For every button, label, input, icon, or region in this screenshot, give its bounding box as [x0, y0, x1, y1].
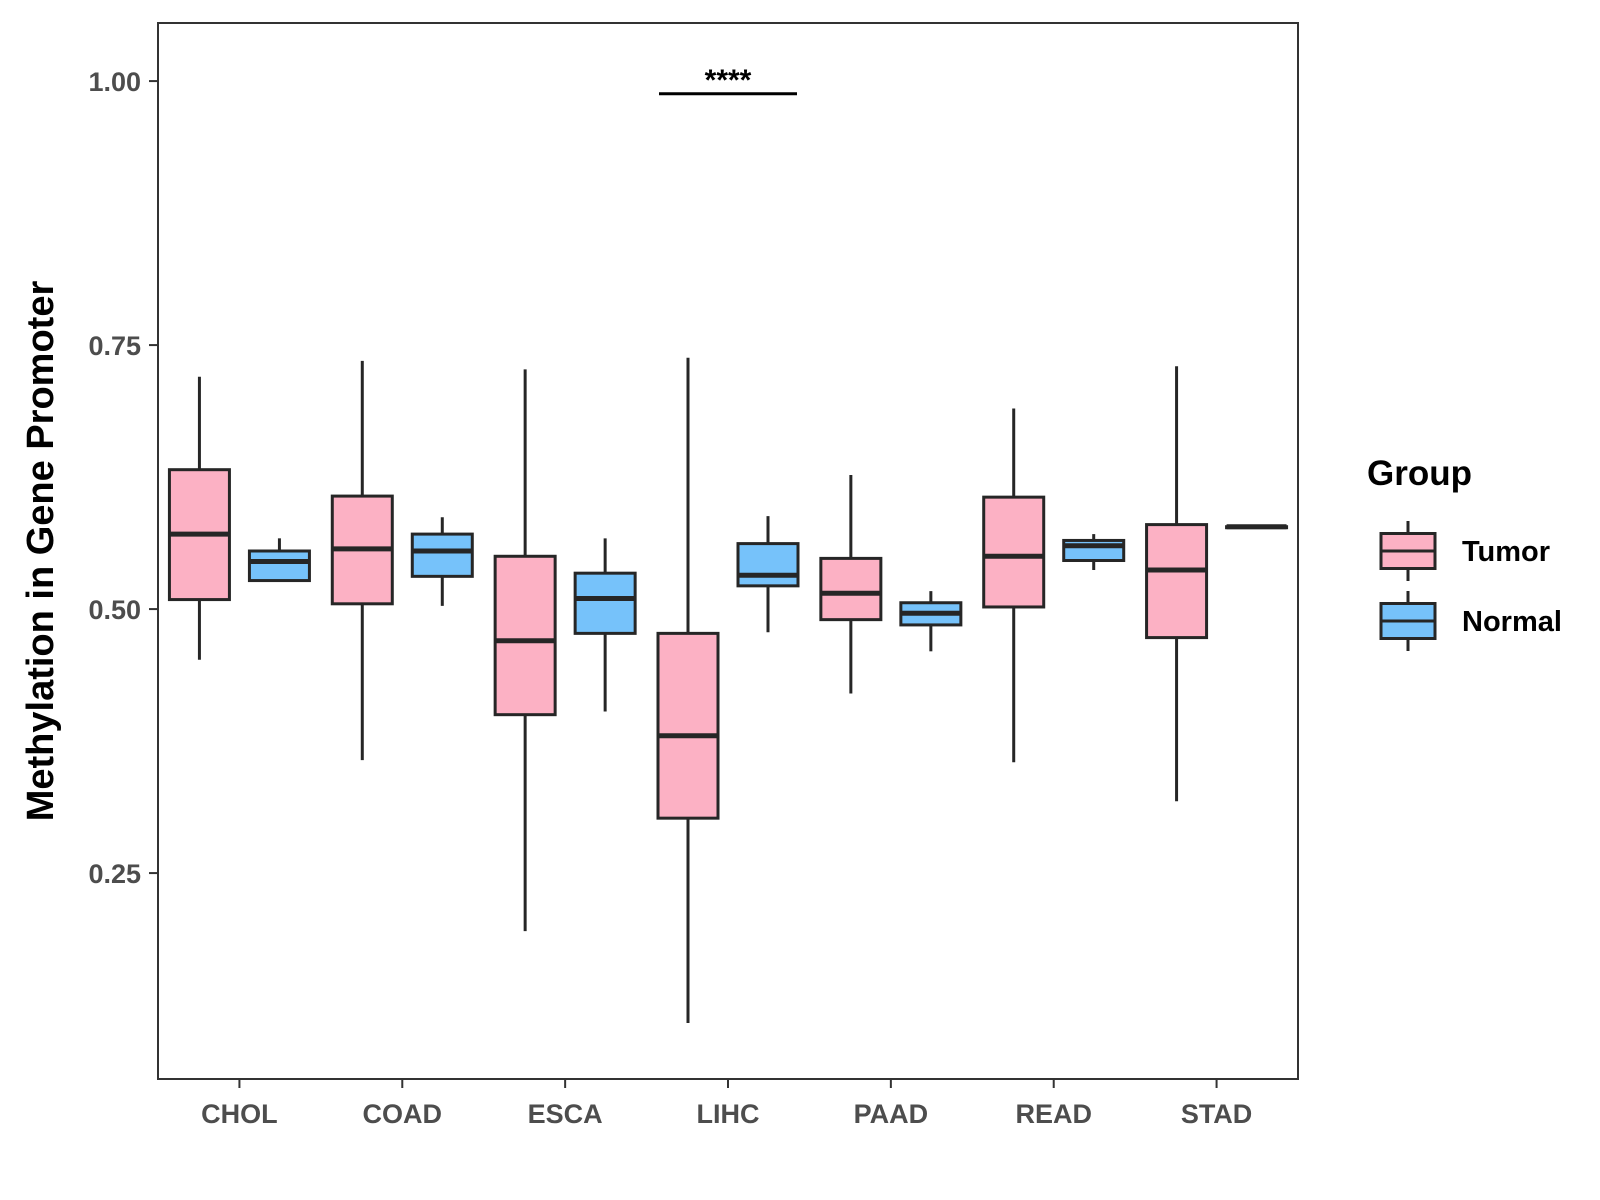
box-body: [410, 532, 474, 578]
legend-entry-tumor: Tumor: [1379, 521, 1550, 581]
x-tick-label: COAD: [363, 1099, 443, 1129]
panel-border: [157, 22, 1299, 1080]
box-tumor-read: [982, 408, 1046, 763]
box-body: [493, 554, 557, 717]
box-tumor-chol: [167, 376, 231, 660]
legend-entry-normal: Normal: [1379, 591, 1562, 651]
x-tick-label: STAD: [1181, 1099, 1253, 1129]
y-tick-label: 0.75: [88, 331, 141, 361]
annotations-layer: ****: [659, 64, 797, 97]
box-tumor-stad: [1145, 366, 1209, 802]
box-normal-coad: [410, 517, 474, 606]
legend: Group Tumor Normal: [1367, 454, 1562, 651]
significance-label: ****: [705, 64, 752, 97]
box-normal-read: [1062, 534, 1126, 571]
box-body: [1145, 523, 1209, 640]
box-tumor-coad: [330, 360, 394, 761]
y-tick-label: 0.25: [88, 859, 141, 889]
y-axis: 0.25 0.50 0.75 1.00: [88, 67, 158, 889]
box-body: [247, 549, 311, 583]
box-normal-esca: [573, 538, 637, 712]
x-tick-label: ESCA: [528, 1099, 603, 1129]
box-body: [656, 631, 720, 820]
box-tumor-paad: [819, 474, 883, 694]
legend-title: Group: [1367, 454, 1472, 493]
boxes-layer: [167, 357, 1289, 1024]
y-axis-title: Methylation in Gene Promoter: [20, 281, 62, 822]
box-body: [573, 571, 637, 635]
y-tick-label: 1.00: [88, 67, 141, 97]
legend-label: Tumor: [1462, 536, 1550, 568]
x-axis: CHOL COAD ESCA LIHC PAAD READ STAD: [201, 1079, 1252, 1129]
x-tick-label: READ: [1015, 1099, 1092, 1129]
box-normal-chol: [247, 538, 311, 583]
x-tick-label: CHOL: [201, 1099, 278, 1129]
y-tick-label: 0.50: [88, 595, 141, 625]
box-body: [819, 556, 883, 622]
x-tick-label: LIHC: [697, 1099, 760, 1129]
box-body: [982, 495, 1046, 609]
legend-label: Normal: [1462, 606, 1562, 638]
box-normal-lihc: [736, 516, 800, 633]
box-tumor-lihc: [656, 357, 720, 1024]
box-normal-paad: [899, 591, 963, 652]
box-normal-stad: [1225, 524, 1289, 530]
box-tumor-esca: [493, 369, 557, 932]
x-tick-label: PAAD: [854, 1099, 929, 1129]
box-body: [736, 542, 800, 588]
